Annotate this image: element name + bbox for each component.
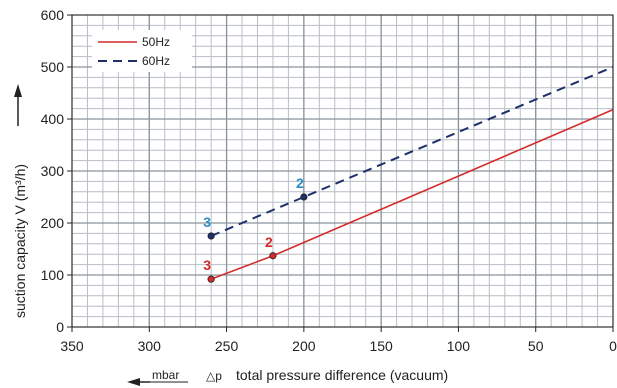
y-axis-arrow-head xyxy=(14,84,22,97)
x-tick-label: 150 xyxy=(369,338,393,354)
y-tick-label: 300 xyxy=(41,163,65,179)
marker-layer: 3 2 3 2 xyxy=(203,175,308,283)
legend-box xyxy=(92,30,192,72)
data-point-label: 2 xyxy=(296,175,304,191)
x-tick-label: 200 xyxy=(292,338,316,354)
legend: 50Hz 60Hz xyxy=(92,30,192,72)
data-point-label: 3 xyxy=(203,257,211,273)
y-tick-label: 200 xyxy=(41,215,65,231)
x-tick-label: 350 xyxy=(60,338,84,354)
x-tick-label: 250 xyxy=(215,338,239,354)
data-point-label: 3 xyxy=(203,214,211,230)
legend-label-50hz: 50Hz xyxy=(142,35,170,49)
x-tick-label: 300 xyxy=(138,338,162,354)
y-tick-label: 400 xyxy=(41,111,65,127)
data-point-marker xyxy=(300,193,308,201)
x-axis-ticks: 350 300 250 200 150 100 50 0 xyxy=(60,327,617,354)
y-axis-ticks: 0 100 200 300 400 500 600 xyxy=(41,7,72,335)
data-point-marker xyxy=(207,232,215,240)
x-axis-title-group: mbar △p total pressure difference (vacuu… xyxy=(127,367,448,386)
x-tick-label: 0 xyxy=(609,338,617,354)
y-tick-label: 100 xyxy=(41,267,65,283)
legend-label-60hz: 60Hz xyxy=(142,54,170,68)
y-tick-label: 600 xyxy=(41,7,65,23)
x-axis-title: total pressure difference (vacuum) xyxy=(236,367,448,383)
x-tick-label: 50 xyxy=(528,338,544,354)
data-point-label: 2 xyxy=(265,234,273,250)
series-line-60hz xyxy=(210,66,614,237)
x-axis-unit: mbar xyxy=(152,368,179,382)
y-axis-title-group: suction capacity V (m³/h) xyxy=(12,84,28,318)
x-tick-label: 100 xyxy=(447,338,471,354)
y-axis-title: suction capacity V (m³/h) xyxy=(12,164,28,318)
data-point-marker xyxy=(269,252,277,260)
data-point-marker xyxy=(207,275,215,283)
y-tick-label: 500 xyxy=(41,59,65,75)
y-tick-label: 0 xyxy=(56,319,64,335)
x-axis-symbol: △p xyxy=(206,369,222,383)
x-axis-arrow-head xyxy=(127,378,140,386)
